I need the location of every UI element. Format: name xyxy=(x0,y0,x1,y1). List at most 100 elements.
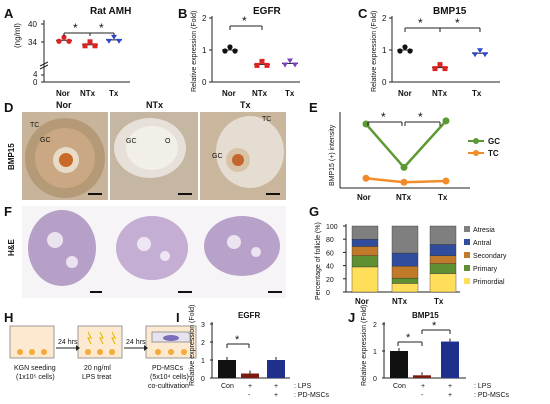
lps-mark: + xyxy=(421,383,425,390)
bar xyxy=(218,360,236,378)
lps-mark: + xyxy=(448,383,452,390)
arrow-label: 24 hrs xyxy=(126,339,146,346)
panel-e-xtick: Tx xyxy=(438,193,448,202)
data-point xyxy=(56,38,62,44)
data-point xyxy=(232,48,238,54)
panel-i-ylabel: Relative expression (Fold) xyxy=(189,305,196,386)
lps-mark: + xyxy=(248,383,252,390)
panel-b-ytick: 0 xyxy=(202,78,207,87)
panel-i-con: Con xyxy=(221,383,234,390)
data-point xyxy=(437,62,443,68)
data-point xyxy=(87,39,93,45)
data-point xyxy=(397,48,403,54)
panel-c: C BMP15 Relative expression (Fold) 2 1 0… xyxy=(358,6,500,98)
data-point xyxy=(82,43,88,49)
panel-j-sig: * xyxy=(432,320,437,332)
data-point xyxy=(442,66,448,72)
bar-segment-primordial xyxy=(391,283,419,293)
data-point xyxy=(254,62,260,68)
bar xyxy=(441,341,459,378)
annotation-tc: TC xyxy=(30,122,39,129)
data-point xyxy=(227,44,233,50)
panel-a-title: Rat AMH xyxy=(90,6,131,17)
y-tick-label: 100 xyxy=(326,224,338,231)
bar-segment-primary xyxy=(351,255,379,268)
data-point xyxy=(442,177,450,185)
panel-label-e: E xyxy=(309,100,318,115)
step-label-lps: 20 ng/ml LPS treat xyxy=(82,365,111,381)
annotation-gc: GC xyxy=(40,137,51,144)
bar-segment-atresia xyxy=(351,225,379,240)
step-label-pdmsc: PD-MSCs (5x10⁴ cells) co-cultivation xyxy=(148,365,189,390)
panel-b: B EGFR Relative expression (Fold) 2 1 0 … xyxy=(178,6,300,98)
panel-a-ytick: 4 xyxy=(33,70,38,79)
pdmsc-mark: + xyxy=(448,392,452,399)
series-line-gc xyxy=(365,120,447,170)
bar xyxy=(241,373,259,378)
bar-segment-antral xyxy=(351,238,379,247)
data-point xyxy=(66,38,72,44)
panel-i-title: EGFR xyxy=(238,311,260,320)
micrograph-bmp15-nor: TC GC xyxy=(22,112,108,200)
panel-b-xtick: NTx xyxy=(252,89,268,98)
panel-a-xtick: Nor xyxy=(56,89,70,98)
panel-i-yticks: 3 2 1 0 xyxy=(201,322,213,383)
panel-c-title: BMP15 xyxy=(433,6,467,17)
panel-label-c: C xyxy=(358,6,368,21)
y-tick-label: 0 xyxy=(326,290,330,297)
panel-j-title: BMP15 xyxy=(412,311,439,320)
panel-g-xtick: Nor xyxy=(355,297,369,306)
well-kgn xyxy=(9,325,55,359)
panel-e: E BMP15 (+) intensity * * GC TC Nor NTx … xyxy=(309,100,500,202)
data-point xyxy=(402,44,408,50)
lps-mark: + xyxy=(274,383,278,390)
panel-b-xtick: Nor xyxy=(222,89,236,98)
panel-b-title: EGFR xyxy=(253,6,282,17)
panel-b-points xyxy=(222,44,298,68)
data-point xyxy=(292,62,298,68)
y-tick-label: 1 xyxy=(373,349,377,356)
data-point xyxy=(106,38,112,44)
panel-c-ytick: 1 xyxy=(382,46,387,55)
y-tick-label: 0 xyxy=(201,376,205,383)
panel-i-bars xyxy=(218,357,285,378)
row-label-lps: : LPS xyxy=(294,383,311,390)
legend-swatch xyxy=(464,278,470,284)
legend-label: Primordial xyxy=(473,279,505,286)
panel-c-ylabel: Relative expression (Fold) xyxy=(371,11,378,92)
well-coculture xyxy=(145,325,197,359)
data-point xyxy=(111,34,117,40)
panel-c-xtick: NTx xyxy=(432,89,448,98)
panel-j-yticks: 2 1 0 xyxy=(373,322,385,383)
data-point xyxy=(222,48,228,54)
panel-a-xtick: NTx xyxy=(80,89,96,98)
panel-label-b: B xyxy=(178,6,187,21)
pdmsc-mark: + xyxy=(274,392,278,399)
data-point xyxy=(287,58,293,64)
panel-a-xtick: Tx xyxy=(109,89,119,98)
legend-label: Atresia xyxy=(473,227,495,234)
bar-segment-secondary xyxy=(429,255,457,264)
panel-a-ytick: 34 xyxy=(28,38,37,47)
legend-label: Antral xyxy=(473,240,492,247)
panel-label-i: I xyxy=(176,310,180,325)
panel-f: F H&E xyxy=(4,204,286,298)
panel-b-xtick: Tx xyxy=(285,89,295,98)
y-tick-label: 2 xyxy=(201,340,205,347)
bar-segment-atresia xyxy=(429,225,457,245)
panel-b-ytick: 1 xyxy=(202,46,207,55)
bar-segment-primary xyxy=(391,277,419,284)
data-point xyxy=(472,52,478,58)
panel-c-xtick: Nor xyxy=(398,89,412,98)
panel-d-row-label: BMP15 xyxy=(7,143,16,170)
panel-d-col-label: Nor xyxy=(56,100,72,110)
bar-segment-primary xyxy=(429,263,457,274)
bar xyxy=(413,375,431,378)
data-point xyxy=(400,178,408,186)
panel-j-bars xyxy=(390,338,459,378)
panel-label-a: A xyxy=(4,6,14,21)
row-label-pdmsc: : PD-MSCs xyxy=(474,392,510,399)
data-point xyxy=(116,38,122,44)
